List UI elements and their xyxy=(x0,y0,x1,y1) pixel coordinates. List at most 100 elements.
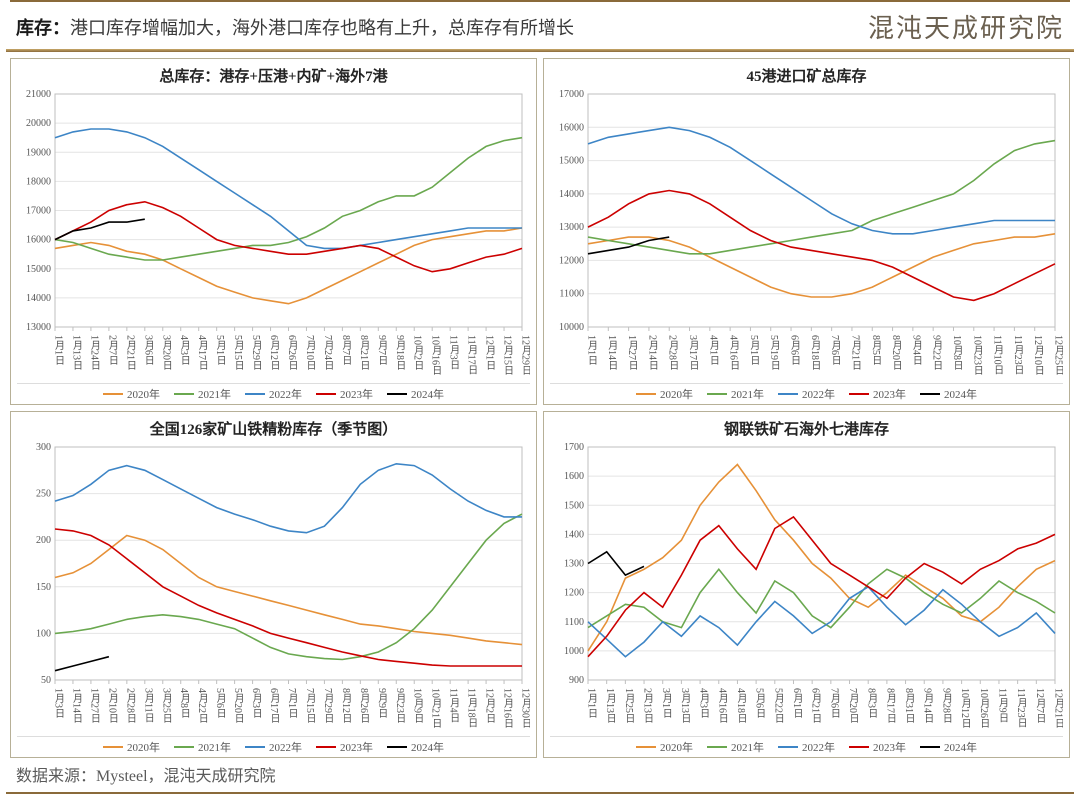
svg-text:12月7日: 12月7日 xyxy=(1034,688,1046,723)
svg-text:15000: 15000 xyxy=(26,264,51,275)
svg-text:10月12日: 10月12日 xyxy=(959,688,971,728)
svg-text:14000: 14000 xyxy=(559,189,584,200)
svg-text:6月26日: 6月26日 xyxy=(286,335,298,370)
svg-text:1000: 1000 xyxy=(564,646,584,657)
svg-text:4月16日: 4月16日 xyxy=(728,335,740,370)
legend-swatch xyxy=(778,746,798,748)
legend-item: 2022年 xyxy=(778,386,835,402)
legend-label: 2020年 xyxy=(660,739,693,755)
svg-text:3月17日: 3月17日 xyxy=(687,335,699,370)
legend-label: 2021年 xyxy=(198,739,231,755)
svg-text:9月22日: 9月22日 xyxy=(931,335,943,370)
svg-text:1400: 1400 xyxy=(564,529,584,540)
svg-text:11月3日: 11月3日 xyxy=(448,335,460,370)
svg-text:10月9日: 10月9日 xyxy=(412,688,424,723)
legend-label: 2023年 xyxy=(340,386,373,402)
legend-label: 2023年 xyxy=(873,386,906,402)
svg-text:8月12日: 8月12日 xyxy=(340,688,352,723)
svg-text:4月17日: 4月17日 xyxy=(196,335,208,370)
svg-text:1月13日: 1月13日 xyxy=(604,688,616,723)
chart-legend-4: 2020年2021年2022年2023年2024年 xyxy=(550,736,1063,755)
svg-text:7月29日: 7月29日 xyxy=(322,688,334,723)
svg-text:17000: 17000 xyxy=(26,206,51,217)
svg-text:5月22日: 5月22日 xyxy=(772,688,784,723)
chart-panel-1: 总库存：港存+压港+内矿+海外7港 1300014000150001600017… xyxy=(10,58,537,405)
legend-swatch xyxy=(174,746,194,748)
svg-text:4月3日: 4月3日 xyxy=(178,335,190,365)
svg-text:20000: 20000 xyxy=(26,118,51,129)
svg-text:4月3日: 4月3日 xyxy=(698,688,710,718)
chart-panel-2: 45港进口矿总库存 100001100012000130001400015000… xyxy=(543,58,1070,405)
chart-plot-3: 501001502002503001月3日1月14日1月27日2月10日2月28… xyxy=(17,443,530,734)
svg-text:3月20日: 3月20日 xyxy=(160,335,172,370)
legend-swatch xyxy=(387,393,407,395)
svg-text:1100: 1100 xyxy=(564,617,584,628)
svg-text:11月18日: 11月18日 xyxy=(466,688,478,728)
series-s2022 xyxy=(55,129,522,248)
svg-text:12月16日: 12月16日 xyxy=(502,688,514,728)
svg-text:1600: 1600 xyxy=(564,471,584,482)
svg-text:1500: 1500 xyxy=(564,500,584,511)
svg-text:2月21日: 2月21日 xyxy=(124,335,136,370)
series-s2020 xyxy=(588,465,1055,651)
svg-text:1月13日: 1月13日 xyxy=(70,335,82,370)
svg-text:5月29日: 5月29日 xyxy=(250,335,262,370)
legend-label: 2021年 xyxy=(731,739,764,755)
legend-swatch xyxy=(245,746,265,748)
footer-source: 数据来源：Mysteel，混沌天成研究院 xyxy=(0,758,1080,790)
svg-text:13000: 13000 xyxy=(559,222,584,233)
page-header: 库存：港口库存增幅加大，海外港口库存也略有上升，总库存有所增长 混沌天成研究院 xyxy=(0,2,1080,49)
svg-text:11月4日: 11月4日 xyxy=(448,688,460,723)
legend-label: 2021年 xyxy=(731,386,764,402)
series-s2024 xyxy=(55,657,109,671)
svg-text:2月28日: 2月28日 xyxy=(667,335,679,370)
svg-text:8月21日: 8月21日 xyxy=(358,335,370,370)
chart-grid: 总库存：港存+压港+内矿+海外7港 1300014000150001600017… xyxy=(0,58,1080,758)
svg-text:100: 100 xyxy=(36,628,51,639)
series-s2022 xyxy=(55,464,522,533)
legend-item: 2024年 xyxy=(387,386,444,402)
chart-title: 钢联铁矿石海外七港库存 xyxy=(550,416,1063,443)
svg-text:11月23日: 11月23日 xyxy=(1015,688,1027,728)
legend-swatch xyxy=(636,746,656,748)
svg-text:1700: 1700 xyxy=(564,443,584,453)
legend-swatch xyxy=(387,746,407,748)
svg-text:10月23日: 10月23日 xyxy=(971,335,983,375)
legend-label: 2022年 xyxy=(802,739,835,755)
svg-text:5月19日: 5月19日 xyxy=(768,335,780,370)
svg-text:4月18日: 4月18日 xyxy=(735,688,747,723)
svg-text:6月3日: 6月3日 xyxy=(250,688,262,718)
svg-text:14000: 14000 xyxy=(26,293,51,304)
legend-item: 2023年 xyxy=(316,739,373,755)
svg-text:1300: 1300 xyxy=(564,559,584,570)
svg-text:5月6日: 5月6日 xyxy=(754,688,766,718)
svg-text:5月20日: 5月20日 xyxy=(232,688,244,723)
svg-text:2月10日: 2月10日 xyxy=(106,688,118,723)
legend-swatch xyxy=(920,746,940,748)
legend-label: 2022年 xyxy=(802,386,835,402)
legend-label: 2020年 xyxy=(127,739,160,755)
svg-text:1月14日: 1月14日 xyxy=(70,688,82,723)
legend-label: 2021年 xyxy=(198,386,231,402)
svg-text:12月25日: 12月25日 xyxy=(1053,335,1064,375)
svg-text:7月20日: 7月20日 xyxy=(847,688,859,723)
svg-text:1月14日: 1月14日 xyxy=(606,335,618,370)
svg-text:11月10日: 11月10日 xyxy=(992,335,1004,375)
svg-text:5月1日: 5月1日 xyxy=(748,335,760,365)
svg-text:6月12日: 6月12日 xyxy=(268,335,280,370)
svg-text:3月11日: 3月11日 xyxy=(142,688,154,723)
svg-text:5月6日: 5月6日 xyxy=(214,688,226,718)
legend-item: 2023年 xyxy=(316,386,373,402)
legend-swatch xyxy=(103,393,123,395)
legend-item: 2021年 xyxy=(174,739,231,755)
svg-text:7月6日: 7月6日 xyxy=(829,335,841,365)
legend-label: 2024年 xyxy=(411,386,444,402)
legend-swatch xyxy=(316,746,336,748)
legend-item: 2021年 xyxy=(174,386,231,402)
svg-text:19000: 19000 xyxy=(26,147,51,158)
svg-text:17000: 17000 xyxy=(559,90,584,100)
svg-text:16000: 16000 xyxy=(26,235,51,246)
series-s2023 xyxy=(588,517,1055,657)
legend-item: 2023年 xyxy=(849,739,906,755)
svg-text:21000: 21000 xyxy=(26,90,51,100)
